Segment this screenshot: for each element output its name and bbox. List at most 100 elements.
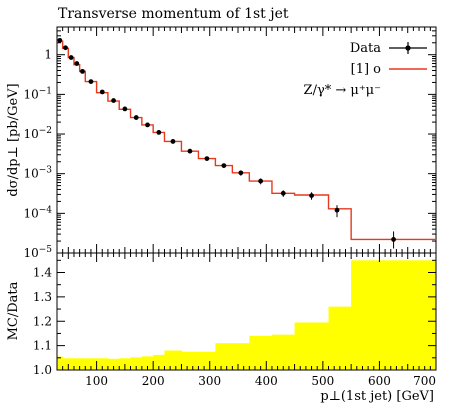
mc-histogram-line — [57, 40, 436, 241]
data-point-marker — [80, 68, 85, 74]
data-point-marker — [170, 139, 176, 144]
data-point — [221, 163, 227, 169]
ratio-bin — [249, 335, 273, 370]
ratio-bin — [62, 358, 69, 370]
data-point — [238, 170, 244, 176]
data-point — [258, 178, 264, 185]
data-point-marker — [111, 98, 116, 103]
chart-title: Transverse momentum of 1st jet — [58, 6, 289, 22]
ratio-bin — [351, 260, 437, 370]
data-point-marker — [156, 129, 162, 135]
data-point-marker — [133, 115, 139, 120]
main-y-label: dσ/dp⊥ [pb/GeV] — [6, 83, 21, 196]
main-frame — [56, 26, 437, 254]
data-points — [57, 37, 396, 249]
data-point — [204, 156, 210, 162]
ratio-bin — [328, 306, 352, 370]
data-point-marker — [63, 45, 68, 51]
data-point-marker — [280, 190, 286, 196]
data-point — [391, 231, 396, 249]
ratio-bin — [271, 334, 296, 370]
data-point-marker — [99, 89, 105, 95]
ratio-y-tick-label: 1.4 — [33, 266, 52, 280]
data-point-marker — [122, 106, 128, 112]
data-point — [309, 192, 314, 200]
ratio-bin — [130, 357, 143, 370]
data-point-marker — [68, 55, 74, 60]
y-tick-label: 10−3 — [23, 166, 52, 181]
y-tick-exponent: −2 — [39, 126, 52, 136]
data-point — [334, 205, 340, 218]
data-point — [99, 89, 105, 95]
data-point — [68, 55, 74, 60]
ratio-bin — [198, 351, 216, 370]
data-point — [88, 79, 94, 84]
ratio-bin — [57, 356, 64, 370]
data-point — [156, 129, 162, 135]
y-tick-label: 10−2 — [23, 126, 52, 141]
data-point — [122, 106, 128, 112]
y-tick-label: 1 — [44, 48, 52, 62]
data-point-marker — [334, 207, 340, 213]
data-point-marker — [221, 163, 227, 168]
ratio-y-tick-label: 1.1 — [33, 339, 52, 353]
ratio-bin — [215, 343, 233, 370]
x-tick-label: 700 — [413, 374, 436, 388]
y-tick-exponent: −3 — [39, 166, 53, 176]
y-tick-exponent: −4 — [39, 205, 53, 215]
ratio-bin — [153, 354, 165, 370]
data-point — [145, 122, 150, 128]
y-tick-label: 10−5 — [23, 245, 52, 260]
data-point — [133, 115, 139, 120]
ratio-bin — [96, 358, 109, 370]
data-point-marker — [74, 61, 80, 66]
data-point-marker — [57, 37, 63, 43]
main-x-ticks — [62, 27, 437, 253]
data-point-marker — [309, 193, 314, 199]
ratio-bin — [79, 358, 86, 370]
ratio-frame — [56, 252, 437, 371]
y-tick-exponent: −1 — [39, 86, 52, 96]
x-tick-label: 600 — [368, 374, 391, 388]
data-point — [187, 148, 193, 154]
ratio-bin — [85, 358, 98, 370]
ratio-bin — [294, 322, 330, 370]
data-point-marker — [238, 170, 244, 176]
ratio-y-label: MC/Data — [6, 281, 21, 340]
ratio-y-tick-label: 1.2 — [33, 314, 52, 328]
data-point — [80, 68, 85, 74]
data-point — [280, 190, 286, 197]
x-tick-label: 400 — [255, 374, 278, 388]
y-tick-label: 10−1 — [23, 86, 52, 101]
ratio-bin — [181, 351, 199, 370]
x-tick-label: 500 — [311, 374, 334, 388]
ratio-panel: 1.0 1.1 1.2 1.3 1.4 100 200 300 400 500 600 700 MC… — [6, 252, 437, 404]
ratio-x-axis: 100 200 300 400 500 600 700 — [62, 253, 437, 388]
data-point — [63, 45, 68, 51]
data-point — [74, 61, 80, 66]
data-point-marker — [391, 237, 396, 242]
data-point-marker — [145, 122, 150, 128]
legend-data-label: Data — [350, 41, 381, 56]
process-label: Z/γ* → μ⁺μ⁻ — [304, 83, 381, 98]
ratio-y-tick-label: 1.0 — [33, 363, 52, 377]
ratio-bin — [68, 358, 75, 370]
data-point — [111, 98, 116, 103]
ratio-y-tick-label: 1.3 — [33, 290, 52, 304]
mc-histogram — [57, 40, 436, 241]
legend: Data [1] o Z/γ* → μ⁺μ⁻ — [304, 41, 427, 98]
x-tick-label: 300 — [198, 374, 221, 388]
x-axis-label: p⊥(1st jet) [GeV] — [320, 389, 434, 404]
y-tick-exponent: −5 — [39, 245, 53, 255]
ratio-y-axis: 1.0 1.1 1.2 1.3 1.4 — [33, 259, 436, 377]
data-point — [57, 37, 63, 43]
ratio-bin — [73, 358, 81, 370]
x-tick-label: 200 — [142, 374, 165, 388]
data-point-marker — [204, 156, 210, 162]
ratio-bin — [141, 356, 154, 370]
ratio-band — [57, 260, 437, 370]
data-point-marker — [88, 79, 94, 84]
y-tick-label: 10−4 — [23, 205, 52, 220]
ratio-bin — [107, 358, 120, 370]
